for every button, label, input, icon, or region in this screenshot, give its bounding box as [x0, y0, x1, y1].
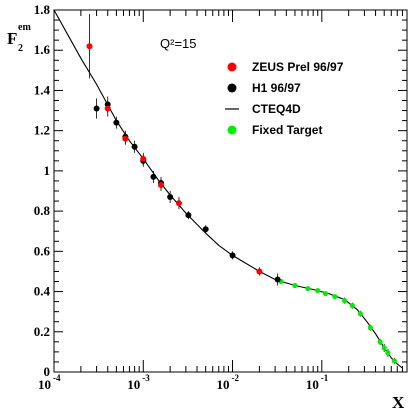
x-tick-exponent: -1	[321, 373, 329, 383]
h1-96-97-point	[229, 252, 236, 259]
y-axis-title-base: F	[7, 29, 17, 48]
legend-h1-96-97-swatch	[227, 83, 237, 93]
legend-fixed-target-label: Fixed Target	[252, 123, 322, 137]
y-tick-label: 1.2	[34, 123, 50, 138]
legend-cteq4d-label: CTEQ4D	[252, 102, 301, 116]
legend-fixed-target-swatch	[227, 125, 237, 135]
legend-zeus-prel-96-97-label: ZEUS Prel 96/97	[252, 60, 344, 74]
y-axis-title: F em 2	[7, 22, 31, 54]
cteq4d-line	[53, 9, 403, 369]
h1-96-97-point	[131, 143, 138, 150]
legend-h1-96-97-label: H1 96/97	[252, 81, 301, 95]
fixed-target-point	[377, 339, 383, 345]
y-tick-label: 1	[44, 163, 51, 178]
axes	[53, 9, 408, 373]
h1-96-97-point	[202, 226, 209, 233]
fixed-target-point	[332, 293, 338, 300]
zeus-prel-96-97-point	[104, 105, 111, 112]
x-tick-exponent: -4	[53, 373, 61, 383]
fixed-target-point	[385, 350, 391, 356]
q2-annotation: Q²=15	[160, 36, 197, 51]
y-tick-label: 0.2	[34, 324, 50, 339]
y-tick-label: 0.8	[34, 203, 51, 218]
y-axis-title-sup: em	[18, 22, 31, 33]
h1-96-97-point	[93, 105, 100, 112]
fixed-target-point	[367, 325, 373, 331]
x-tick-label: 10	[217, 377, 230, 392]
x-tick-label: 10	[127, 377, 140, 392]
fixed-target-point	[315, 287, 321, 294]
zeus-prel-96-97-point	[122, 135, 129, 142]
x-tick-exponent: -2	[232, 373, 240, 383]
legend: ZEUS Prel 96/97 H1 96/97 CTEQ4D Fixed Targe…	[225, 60, 344, 137]
zeus-prel-96-97-point	[175, 200, 182, 207]
y-tick-label: 1.6	[34, 42, 51, 57]
fixed-target-point	[381, 345, 387, 351]
fixed-target-point	[292, 282, 298, 289]
y-tick-label: 1.8	[34, 2, 51, 17]
zeus-prel-96-97-point	[140, 155, 147, 162]
h1-96-97-point	[274, 276, 281, 283]
h1-96-97-point	[167, 194, 174, 201]
h1-96-97-point	[113, 119, 120, 126]
fixed-target-point	[322, 290, 329, 297]
y-axis-title-sub: 2	[18, 43, 23, 54]
x-tick-exponent: -3	[142, 373, 150, 383]
fixed-target-point	[342, 298, 348, 304]
h1-96-97-point	[150, 173, 157, 180]
y-tick-label: 1.4	[34, 82, 51, 97]
fixed-target-point	[349, 303, 355, 309]
tick-labels: 00.20.40.60.811.21.41.61.810 -4 10 -3 10 -2 10…	[34, 2, 329, 392]
fixed-target-point	[357, 311, 363, 317]
zeus-prel-96-97-point	[86, 43, 93, 50]
fixed-target-point	[391, 358, 397, 364]
data-points-layer	[86, 14, 397, 364]
fixed-target-point	[305, 285, 311, 292]
cteq4d-curve-layer	[53, 9, 403, 369]
y-tick-label: 0	[44, 364, 51, 379]
y-tick-label: 0.6	[34, 243, 51, 258]
x-tick-label: 10	[306, 377, 319, 392]
y-tick-label: 0.4	[34, 284, 51, 299]
zeus-prel-96-97-point	[256, 268, 263, 275]
zeus-prel-96-97-point	[158, 181, 165, 188]
legend-zeus-prel-96-97-swatch	[227, 62, 237, 72]
h1-96-97-point	[185, 212, 192, 219]
x-axis-title: X	[392, 393, 405, 412]
x-tick-label: 10	[38, 377, 51, 392]
